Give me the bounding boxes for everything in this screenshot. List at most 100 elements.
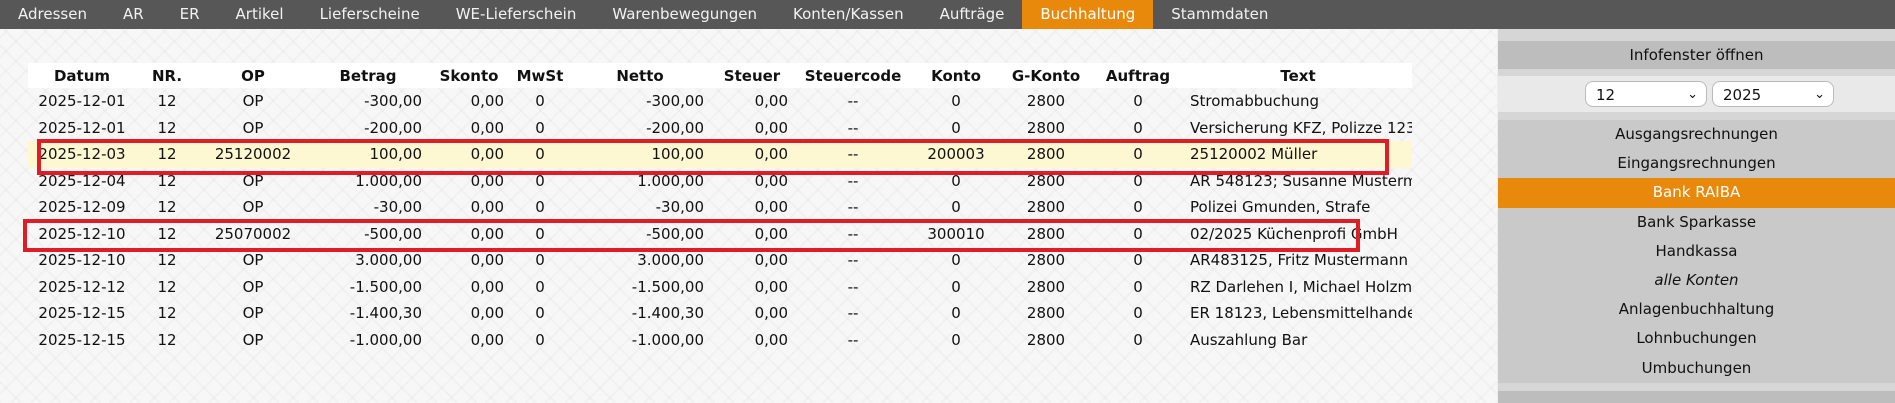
column-header[interactable]: Steuer [710,63,794,88]
nav-item-aufträge[interactable]: Aufträge [939,5,1005,23]
cell-skonto: 0,00 [470,277,504,296]
cell-mwst: 0 [535,277,545,296]
cell-datum: 2025-12-12 [38,277,126,296]
cell-op: 25120002 [214,145,292,164]
cell-betrag: -1.400,30 [349,304,422,323]
year-select[interactable]: 2025 ⌄ [1712,81,1834,107]
menu-item-anlagenbuchhaltung[interactable]: Anlagenbuchhaltung [1498,295,1895,325]
menu-item-alle-konten[interactable]: alle Konten [1498,265,1895,296]
cell-steuercode: -- [847,251,859,270]
cell-konto: 0 [951,277,961,296]
table-row[interactable]: 2025-12-10 12 25070002 -500,00 0,00 0 -500,00 0… [28,221,1412,248]
cell-nr: 12 [157,277,177,296]
cell-steuercode: -- [847,171,859,190]
nav-item-adressen[interactable]: Adressen [18,5,87,23]
cell-auftrag: 0 [1133,92,1143,111]
menu-item-ausgangsrechnungen[interactable]: Ausgangsrechnungen [1498,120,1895,150]
menu-item-eingangsrechnungen[interactable]: Eingangsrechnungen [1498,149,1895,179]
cell-konto: 300010 [927,224,985,243]
cell-mwst: 0 [535,198,545,217]
cell-betrag: -200,00 [364,118,422,137]
column-header[interactable]: OP [198,63,308,88]
cell-skonto: 0,00 [470,224,504,243]
table-row[interactable]: 2025-12-03 12 25120002 100,00 0,00 0 100,00 0,0… [28,141,1412,168]
column-header[interactable]: MwSt [510,63,570,88]
cell-auftrag: 0 [1133,277,1143,296]
cell-op: OP [242,251,264,270]
nav-item-buchhaltung[interactable]: Buchhaltung [1022,0,1154,29]
cell-netto: -300,00 [646,92,704,111]
nav-item-konten-kassen[interactable]: Konten/Kassen [793,5,904,23]
table-row[interactable]: 2025-12-04 12 OP 1.000,00 0,00 0 1.000,00 0,00 -… [28,168,1412,195]
cell-mwst: 0 [535,224,545,243]
cell-text: Auszahlung Bar [1190,330,1308,349]
table-row[interactable]: 2025-12-09 12 OP -30,00 0,00 0 -30,00 0,00 -- 0 28… [28,194,1412,221]
nav-item-we-lieferschein[interactable]: WE-Lieferschein [455,5,577,23]
nav-item-ar[interactable]: AR [122,5,144,23]
cell-gkonto: 2800 [1026,171,1066,190]
nav-item-warenbewegungen[interactable]: Warenbewegungen [612,5,758,23]
cell-konto: 0 [951,118,961,137]
cell-mwst: 0 [535,145,545,164]
cell-gkonto: 2800 [1026,251,1066,270]
sidebar-footer-bar [1498,391,1895,403]
menu-item-umbuchungen[interactable]: Umbuchungen [1498,353,1895,383]
menu-item-handkassa[interactable]: Handkassa [1498,236,1895,266]
table-row[interactable]: 2025-12-15 12 OP -1.000,00 0,00 0 -1.000,00 0,0… [28,327,1412,354]
cell-mwst: 0 [535,251,545,270]
period-select-row: 12 ⌄ 2025 ⌄ [1498,76,1895,112]
column-header[interactable]: Text [1184,63,1412,88]
cell-gkonto: 2800 [1026,330,1066,349]
table-row[interactable]: 2025-12-01 12 OP -200,00 0,00 0 -200,00 0,00 -- 0… [28,115,1412,142]
cell-skonto: 0,00 [470,145,504,164]
cell-skonto: 0,00 [470,92,504,111]
cell-mwst: 0 [535,118,545,137]
cell-steuer: 0,00 [754,224,788,243]
cell-skonto: 0,00 [470,198,504,217]
nav-item-artikel[interactable]: Artikel [235,5,284,23]
column-header[interactable]: Betrag [308,63,428,88]
cell-datum: 2025-12-01 [38,92,126,111]
cell-auftrag: 0 [1133,251,1143,270]
cell-auftrag: 0 [1133,171,1143,190]
column-header[interactable]: Konto [912,63,1000,88]
cell-betrag: 1.000,00 [355,171,422,190]
info-window-button[interactable]: Infofenster öffnen [1498,41,1895,69]
column-header[interactable]: NR. [136,63,198,88]
bookings-table-wrapper: Datum NR. OP Betrag Skonto MwSt Netto Steuer Ste… [28,63,1412,353]
month-select[interactable]: 12 ⌄ [1585,81,1707,107]
cell-netto: -1.400,30 [631,304,704,323]
column-header[interactable]: Datum [28,63,136,88]
table-row[interactable]: 2025-12-15 12 OP -1.400,30 0,00 0 -1.400,30 0,0… [28,300,1412,327]
cell-auftrag: 0 [1133,304,1143,323]
column-header[interactable]: Netto [570,63,710,88]
cell-netto: -1.500,00 [631,277,704,296]
cell-steuercode: -- [847,198,859,217]
menu-item-bank-raiba[interactable]: Bank RAIBA [1498,178,1895,208]
cell-text: Polizei Gmunden, Strafe [1190,198,1371,217]
cell-text: AR483125, Fritz Mustermann [1190,251,1408,270]
column-header[interactable]: G-Konto [1000,63,1092,88]
table-row[interactable]: 2025-12-01 12 OP -300,00 0,00 0 -300,00 0,00 -- 0… [28,88,1412,115]
menu-item-lohnbuchungen[interactable]: Lohnbuchungen [1498,324,1895,354]
column-header[interactable]: Skonto [428,63,510,88]
cell-auftrag: 0 [1133,330,1143,349]
cell-op: OP [242,198,264,217]
cell-konto: 200003 [927,145,985,164]
bookings-table: Datum NR. OP Betrag Skonto MwSt Netto Steuer Ste… [28,63,1412,353]
column-header[interactable]: Steuercode [794,63,912,88]
table-row[interactable]: 2025-12-12 12 OP -1.500,00 0,00 0 -1.500,00 0,0… [28,274,1412,301]
cell-konto: 0 [951,251,961,270]
nav-item-stammdaten[interactable]: Stammdaten [1171,5,1269,23]
column-header[interactable]: Auftrag [1092,63,1184,88]
cell-skonto: 0,00 [470,251,504,270]
month-select-value: 12 [1596,86,1616,104]
cell-datum: 2025-12-10 [38,251,126,270]
menu-item-bank-sparkasse[interactable]: Bank Sparkasse [1498,207,1895,237]
cell-datum: 2025-12-09 [38,198,126,217]
table-row[interactable]: 2025-12-10 12 OP 3.000,00 0,00 0 3.000,00 0,00 -… [28,247,1412,274]
cell-gkonto: 2800 [1026,304,1066,323]
cell-netto: -200,00 [646,118,704,137]
nav-item-lieferscheine[interactable]: Lieferscheine [319,5,420,23]
nav-item-er[interactable]: ER [179,5,200,23]
